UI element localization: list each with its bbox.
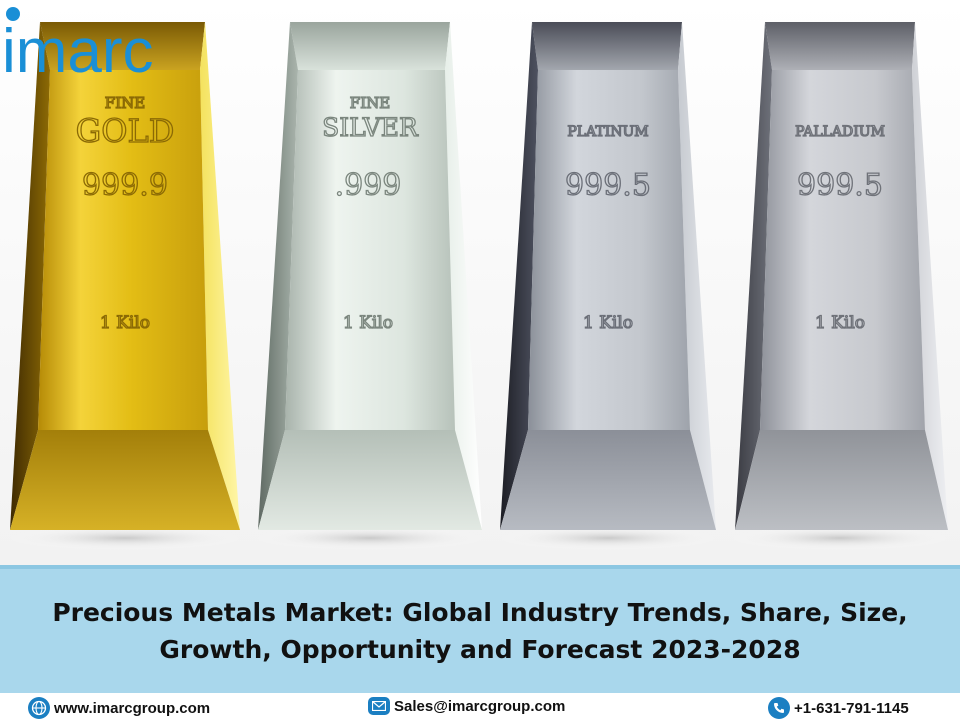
palladium-bar (735, 22, 948, 530)
platinum-purity: 999.5 (565, 168, 651, 203)
platinum-grade-name: PLATINUM (567, 124, 648, 140)
email-contact[interactable]: Sales@imarcgroup.com (368, 697, 565, 715)
palladium-grade-name: PALLADIUM (795, 124, 885, 140)
silver-grade-top: FINE (350, 94, 390, 112)
silver-purity: .999 (335, 168, 402, 203)
phone-number[interactable]: +1-631-791-1145 (794, 699, 909, 717)
website-link[interactable]: www.imarcgroup.com (54, 699, 211, 717)
metal-bars-illustration: FINE GOLD 999.9 1 Kilo FINE SILVER .999 … (0, 0, 960, 565)
contact-footer: www.imarcgroup.com Sales@imarcgroup.com … (0, 693, 960, 720)
palladium-purity: 999.5 (797, 168, 883, 203)
silver-bar (258, 22, 482, 530)
logo-wordmark: imarc (2, 17, 154, 86)
email-link[interactable]: Sales@imarcgroup.com (394, 697, 566, 715)
platinum-weight: 1 Kilo (583, 313, 633, 333)
platinum-bar (500, 22, 716, 530)
phone-contact[interactable]: +1-631-791-1145 (768, 697, 909, 719)
page-title: Precious Metals Market: Global Industry … (30, 594, 930, 668)
title-banner: Precious Metals Market: Global Industry … (0, 565, 960, 693)
palladium-weight: 1 Kilo (815, 313, 865, 333)
phone-icon (768, 697, 790, 719)
imarc-logo: imarc (2, 7, 154, 86)
title-line-1: Precious Metals Market: Global Industry … (52, 598, 908, 627)
silver-weight: 1 Kilo (343, 313, 393, 333)
hero-image: FINE GOLD 999.9 1 Kilo FINE SILVER .999 … (0, 0, 960, 565)
silver-grade-name: SILVER (322, 113, 419, 142)
globe-icon (28, 697, 50, 719)
gold-weight: 1 Kilo (100, 313, 150, 333)
envelope-icon (368, 697, 390, 715)
gold-purity: 999.9 (82, 168, 168, 203)
gold-grade-top: FINE (105, 94, 145, 112)
gold-bar (10, 22, 240, 530)
gold-grade-name: GOLD (76, 112, 175, 150)
website-contact[interactable]: www.imarcgroup.com (28, 697, 210, 719)
title-line-2: Growth, Opportunity and Forecast 2023-20… (159, 635, 801, 664)
